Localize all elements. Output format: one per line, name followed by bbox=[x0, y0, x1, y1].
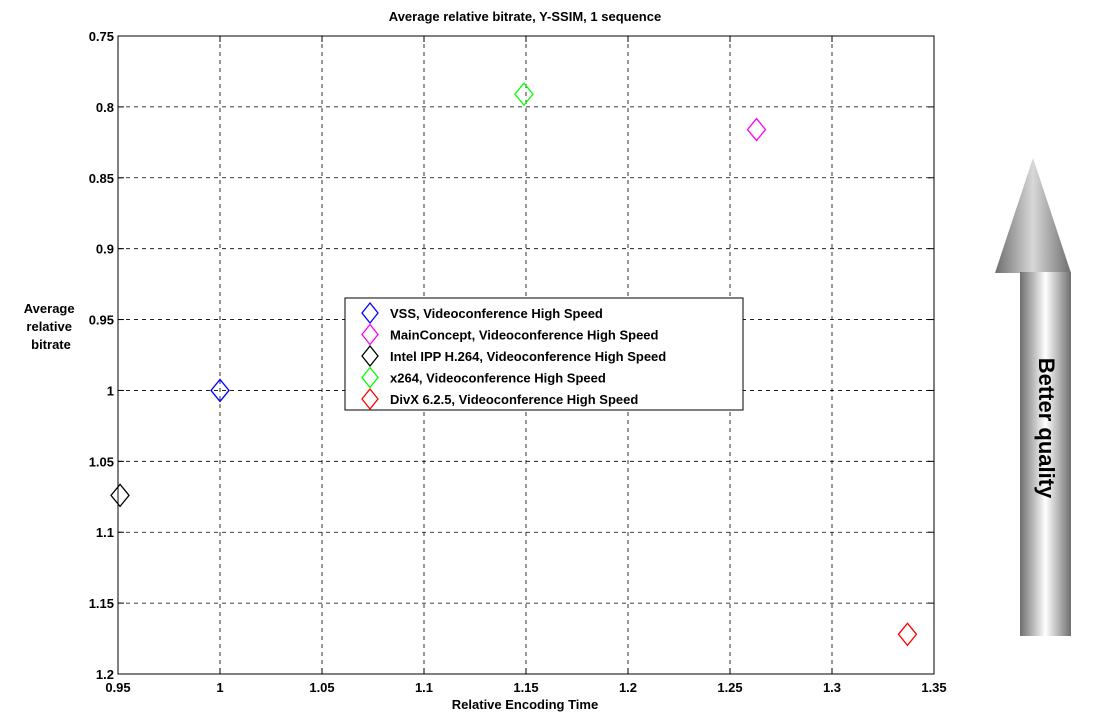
y-tick-label: 0.75 bbox=[89, 29, 114, 44]
data-point-diamond bbox=[110, 483, 130, 508]
y-tick-label: 0.85 bbox=[89, 171, 114, 186]
data-point-diamond bbox=[746, 117, 767, 142]
chart-title: Average relative bitrate, Y-SSIM, 1 sequ… bbox=[389, 9, 661, 24]
arrow-label: Better quality bbox=[1034, 358, 1059, 499]
legend-marker-icon bbox=[361, 301, 379, 325]
y-axis-label-line-2: relative bbox=[26, 319, 72, 334]
y-tick-label: 0.9 bbox=[96, 242, 114, 257]
x-tick-label: 1 bbox=[216, 680, 223, 695]
legend-entry-label: VSS, Videoconference High Speed bbox=[390, 306, 603, 321]
y-tick-label: 1.1 bbox=[96, 525, 114, 540]
legend-entry-label: DivX 6.2.5, Videoconference High Speed bbox=[390, 392, 638, 407]
grid-lines bbox=[118, 36, 934, 674]
x-tick-label: 1.1 bbox=[415, 680, 433, 695]
legend-entry-label: Intel IPP H.264, Videoconference High Sp… bbox=[390, 349, 666, 364]
x-tick-label: 0.95 bbox=[105, 680, 130, 695]
x-tick-label: 1.35 bbox=[921, 680, 946, 695]
better-quality-arrow: Better quality bbox=[995, 158, 1071, 636]
legend-marker-icon bbox=[361, 366, 379, 389]
y-tick-label: 1.2 bbox=[96, 667, 114, 682]
data-point-diamond bbox=[897, 622, 918, 647]
x-tick-label: 1.2 bbox=[619, 680, 637, 695]
x-tick-label: 1.15 bbox=[513, 680, 538, 695]
y-tick-label: 1.15 bbox=[89, 596, 114, 611]
y-axis-label-line-1: Average bbox=[24, 301, 75, 316]
legend: VSS, Videoconference High Speed MainConce… bbox=[344, 297, 744, 411]
legend-entry-label: MainConcept, Videoconference High Speed bbox=[390, 328, 659, 343]
y-axis-label-line-3: bitrate bbox=[31, 337, 71, 352]
data-point-diamond bbox=[210, 378, 230, 403]
data-points bbox=[110, 82, 918, 647]
x-tick-label: 1.25 bbox=[717, 680, 742, 695]
y-tick-label: 1 bbox=[107, 383, 114, 398]
legend-marker-icon bbox=[361, 323, 379, 346]
arrow-head-icon bbox=[995, 158, 1071, 273]
x-axis-label: Relative Encoding Time bbox=[452, 697, 598, 712]
legend-marker-icon bbox=[361, 344, 379, 368]
y-axis-label: Average relative bitrate bbox=[24, 301, 78, 352]
legend-box bbox=[344, 297, 744, 411]
y-axis: 0.75 0.8 0.85 0.9 0.95 1 1.05 1.1 1.15 1.2 bbox=[89, 29, 934, 682]
y-tick-label: 1.05 bbox=[89, 454, 114, 469]
data-point-diamond bbox=[514, 82, 534, 107]
legend-marker-icon bbox=[361, 387, 379, 411]
y-tick-label: 0.95 bbox=[89, 313, 114, 328]
x-tick-label: 1.05 bbox=[309, 680, 334, 695]
arrow-shaft bbox=[1020, 272, 1071, 636]
legend-entry-label: x264, Videoconference High Speed bbox=[390, 371, 606, 386]
x-tick-label: 1.3 bbox=[823, 680, 841, 695]
x-axis: 0.95 1 1.05 1.1 1.15 1.2 1.25 1.3 1.35 bbox=[105, 36, 947, 695]
y-tick-label: 0.8 bbox=[96, 100, 114, 115]
